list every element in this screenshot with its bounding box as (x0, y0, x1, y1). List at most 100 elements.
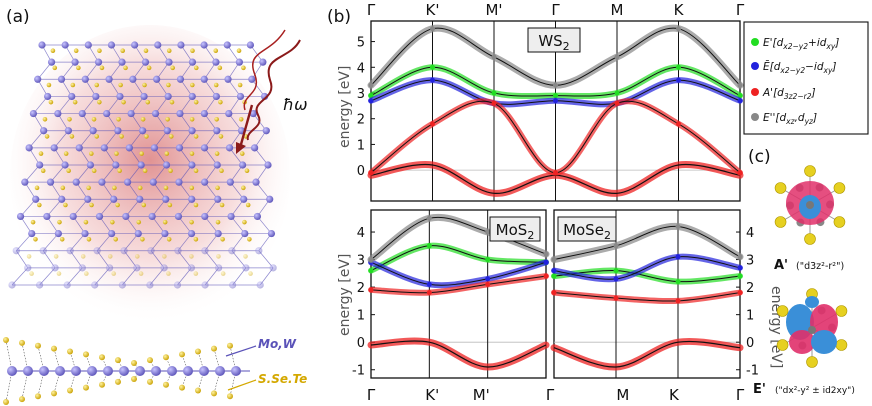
chalcogen-atom (116, 116, 121, 122)
chalcogen-atom (189, 151, 195, 156)
side-chalcogen-atom (51, 390, 57, 397)
mos2-chart-frame (370, 209, 547, 379)
metal-atom (174, 212, 183, 221)
lattice-bond (258, 250, 274, 269)
bottom-kpoint-label: Γ (736, 386, 745, 404)
metal-atom (16, 212, 25, 221)
band-point (368, 170, 374, 176)
top-kpoint-label: Γ (736, 1, 745, 19)
band-point (426, 281, 432, 287)
metal-atom (78, 109, 86, 118)
metal-atom (200, 109, 208, 118)
band-point (430, 26, 435, 32)
chalcogen-atom (163, 185, 169, 191)
chalcogen-atom (166, 82, 171, 88)
metal-atom (63, 281, 71, 289)
metal-atom (120, 247, 128, 255)
chalcogen-atom (91, 116, 97, 122)
orbital-lobe-positive (789, 330, 815, 354)
chalcogen-atom (42, 116, 48, 122)
chalcogen-atom (189, 254, 194, 259)
metal-atom (241, 229, 249, 238)
chalcogen-atom (91, 168, 97, 174)
band-point (553, 82, 558, 88)
material-title: MoSe2 (563, 221, 611, 242)
side-chalcogen-atom (131, 360, 137, 366)
metal-atom (162, 161, 171, 169)
chalcogen-atom (244, 168, 250, 174)
band-point (737, 93, 743, 99)
side-chalcogen-atom (3, 399, 9, 406)
band-line (370, 245, 547, 272)
band-point (737, 290, 743, 296)
lattice-bond (94, 267, 110, 286)
lattice-bond (96, 233, 112, 251)
metal-atom (226, 178, 234, 186)
legend-swatch-ebar (751, 62, 759, 70)
chalcogen-atom (169, 99, 175, 105)
metal-atom (40, 127, 48, 135)
metal-atom (212, 58, 220, 66)
chalcogen-atom (213, 48, 219, 54)
ligand-atom (774, 216, 787, 228)
chalcogen-atom (57, 219, 62, 225)
chalcogen-atom (37, 202, 42, 208)
metal-atom (114, 127, 122, 135)
chalcogen-atom (247, 236, 252, 242)
band-point (553, 93, 558, 99)
metal-atom (100, 144, 108, 152)
metal-atom (229, 281, 237, 289)
metal-atom (81, 229, 89, 238)
lattice-bond (149, 267, 165, 286)
ytick-label: 0 (357, 336, 365, 351)
side-chalcogen-atom (147, 357, 153, 364)
chalcogen-atom (110, 219, 115, 225)
chalcogen-atom (144, 134, 149, 139)
lattice-sheet (8, 41, 277, 289)
metal-atom (147, 247, 155, 255)
metal-atom (118, 281, 126, 289)
metal-atom (123, 178, 132, 186)
metal-atom (38, 41, 46, 49)
chalcogen-atom (167, 202, 173, 208)
chalcogen-atom (80, 254, 86, 259)
panel-c: (c) A' ("d3z²-r²") E' ("dx²-y² ± id2xy") (748, 147, 855, 397)
metal-atom (224, 75, 232, 83)
band-point (613, 295, 619, 301)
orbital-a-desc: ("d3z²-r²") (796, 261, 844, 272)
metal-atom (251, 144, 259, 152)
metal-atom (8, 281, 16, 289)
band-point (368, 82, 374, 88)
lattice-bond (37, 61, 52, 80)
side-metal-atom (23, 366, 33, 376)
band-point (676, 64, 681, 70)
chalcogen-atom (220, 236, 225, 242)
metal-atom (78, 264, 86, 272)
side-metal-atom (215, 366, 225, 376)
metal-atom (36, 161, 44, 169)
metal-atom (174, 247, 182, 255)
chalcogen-atom (99, 65, 105, 71)
chalcogen-atom (217, 65, 223, 71)
side-chalcogen-atom (195, 387, 201, 394)
chalcogen-atom (215, 185, 220, 191)
chalcogen-atom (142, 82, 147, 88)
ytick-label: 4 (357, 226, 365, 241)
metal-atom (161, 229, 169, 238)
chalcogen-atom (162, 254, 167, 259)
ligand-atom (776, 339, 789, 351)
band-line (370, 216, 547, 261)
chalcogen-atom (84, 271, 89, 276)
metal-atom (212, 92, 220, 101)
lattice-bond (57, 96, 73, 114)
chalcogen-atom (193, 202, 199, 208)
chalcogen-atom (53, 254, 59, 259)
chalcogen-atom (113, 236, 118, 242)
lattice-bond (69, 233, 86, 251)
side-metal-atom (183, 366, 193, 376)
side-chalcogen-atom (19, 396, 25, 403)
band-weight (368, 242, 549, 274)
metal-atom (262, 127, 270, 135)
side-chalcogen-atom (35, 393, 41, 400)
ligand-atom (804, 233, 816, 245)
